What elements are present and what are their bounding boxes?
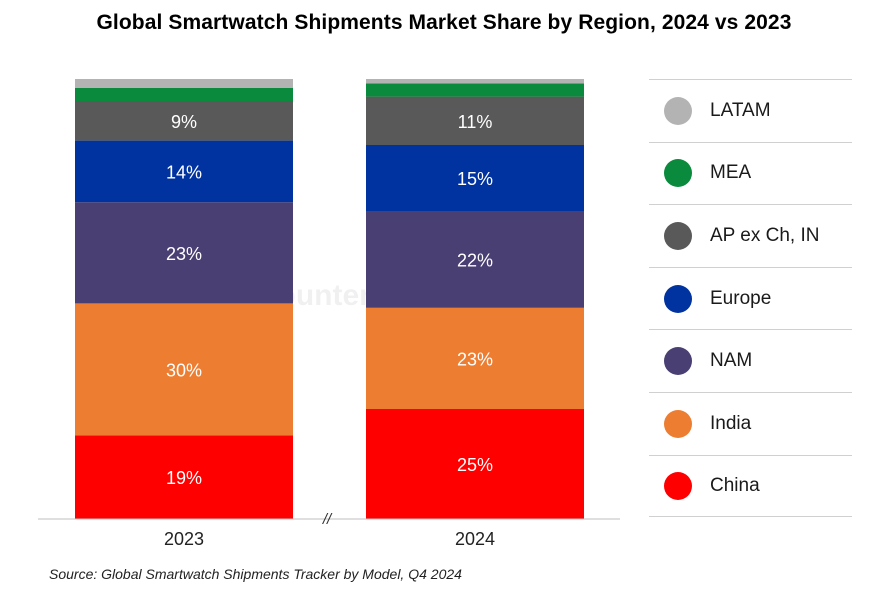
data-label: 15% xyxy=(457,169,493,189)
bar-segment-europe-2023 xyxy=(75,140,293,203)
bar-segment-india-2023 xyxy=(75,303,293,436)
data-label: 23% xyxy=(166,244,202,264)
legend-item: NAM xyxy=(649,329,852,392)
data-label: 19% xyxy=(166,468,202,488)
x-tick-label: 2024 xyxy=(455,529,495,549)
source-note: Source: Global Smartwatch Shipments Trac… xyxy=(49,566,462,582)
legend-swatch xyxy=(664,284,692,313)
bar-segment-latam-2024 xyxy=(366,79,584,84)
axis-break-mark: // xyxy=(322,511,333,528)
bar-segment-mea-2023 xyxy=(75,87,293,101)
bar-segment-latam-2023 xyxy=(75,79,293,88)
data-label: 25% xyxy=(457,455,493,475)
legend: LATAM MEA AP ex Ch, IN Europe NAM India China xyxy=(649,79,852,518)
legend-label: India xyxy=(710,412,752,434)
data-label: 11% xyxy=(458,112,493,132)
data-label: 30% xyxy=(166,360,202,380)
bar-segment-china-2024 xyxy=(366,409,584,519)
legend-swatch xyxy=(664,159,692,188)
legend-item: MEA xyxy=(649,141,852,205)
legend-swatch xyxy=(664,471,692,500)
legend-item: China xyxy=(649,454,852,518)
legend-label: AP ex Ch, IN xyxy=(710,224,820,246)
legend-item: India xyxy=(649,391,852,455)
legend-item: AP ex Ch, IN xyxy=(649,204,852,267)
data-label: 9% xyxy=(171,112,197,132)
legend-item: Europe xyxy=(649,266,852,330)
legend-swatch xyxy=(664,347,692,376)
legend-swatch xyxy=(664,409,692,438)
bar-segment-mea-2024 xyxy=(366,83,584,97)
legend-label: MEA xyxy=(710,162,752,184)
bar-segment-europe-2024 xyxy=(366,145,584,211)
bar-segment-india-2024 xyxy=(366,307,584,409)
legend-label: LATAM xyxy=(710,99,771,121)
legend-label: Europe xyxy=(710,287,772,309)
legend-label: China xyxy=(710,474,760,496)
data-label: 23% xyxy=(457,349,493,369)
data-label: 14% xyxy=(166,162,202,182)
legend-swatch xyxy=(664,221,692,250)
bar-segment-china-2023 xyxy=(75,435,293,519)
chart-title: Global Smartwatch Shipments Market Share… xyxy=(96,11,792,34)
bar-segment-nam-2024 xyxy=(366,211,584,308)
legend-swatch xyxy=(664,96,692,125)
x-tick-label: 2023 xyxy=(164,529,204,549)
data-label: 22% xyxy=(457,250,493,270)
bar-segment-ap-ex-ch-in-2024 xyxy=(366,96,584,145)
bar-segment-nam-2023 xyxy=(75,202,293,304)
legend-label: NAM xyxy=(710,350,753,372)
legend-item: LATAM xyxy=(649,79,852,142)
bar-segment-ap-ex-ch-in-2023 xyxy=(75,101,293,141)
